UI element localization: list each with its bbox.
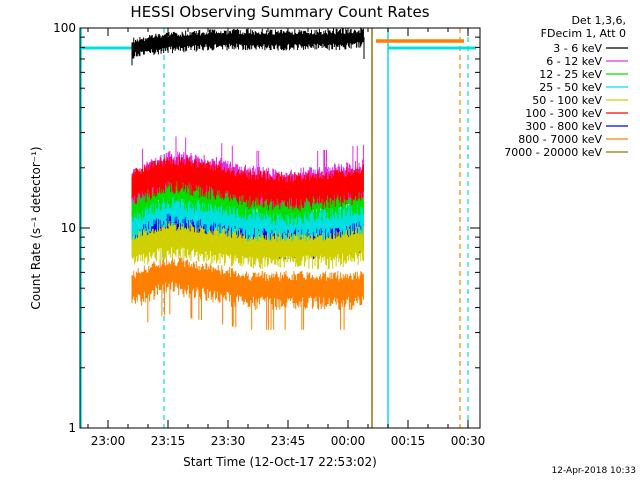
- legend-entry-label: 300 - 800 keV: [525, 120, 602, 133]
- series-band-trace: [131, 156, 364, 212]
- series-100-300kev-band: [131, 156, 364, 212]
- x-tick-label: 23:00: [91, 434, 126, 448]
- y-tick-label: 1: [68, 421, 76, 435]
- legend-entry-label: 7000 - 20000 keV: [504, 146, 602, 159]
- legend-entry-label: 6 - 12 keV: [546, 55, 602, 68]
- series-3-6kev-band: [131, 27, 364, 59]
- x-tick-label: 23:30: [211, 434, 246, 448]
- y-axis-label: Count Rate (s⁻¹ detector⁻¹): [29, 146, 43, 309]
- legend-entry-label: 50 - 100 keV: [532, 94, 602, 107]
- x-tick-label: 23:45: [271, 434, 306, 448]
- series-band-trace: [131, 256, 364, 330]
- series-band-trace: [131, 27, 364, 59]
- series-band-trace: [131, 220, 364, 270]
- legend-header-line-2: FDecim 1, Att 0: [541, 27, 626, 40]
- plot-overlays: [80, 28, 476, 428]
- legend-header-line-1: Det 1,3,6,: [571, 14, 626, 27]
- chart-title: HESSI Observing Summary Count Rates: [130, 3, 429, 21]
- y-tick-label: 100: [53, 21, 76, 35]
- footer-date: 12-Apr-2018 10:33: [552, 466, 636, 476]
- series-50-100kev-band: [131, 220, 364, 270]
- x-axis-label: Start Time (12-Oct-17 22:53:02): [183, 455, 377, 469]
- legend-entry-label: 3 - 6 keV: [553, 42, 602, 55]
- legend-entry-label: 12 - 25 keV: [539, 68, 602, 81]
- x-tick-label: 23:15: [151, 434, 186, 448]
- x-tick-label: 00:30: [451, 434, 486, 448]
- legend-entry-label: 25 - 50 keV: [539, 81, 602, 94]
- series-bands: [131, 27, 365, 330]
- x-tick-label: 00:15: [391, 434, 426, 448]
- legend-entry-label: 800 - 7000 keV: [518, 133, 602, 146]
- y-tick-label: 10: [61, 221, 76, 235]
- x-tick-label: 00:00: [331, 434, 366, 448]
- x-axis: 23:00 23:15 23:30 23:45 00:00 00:15 00:30: [87, 28, 486, 448]
- legend-entry-label: 100 - 300 keV: [525, 107, 602, 120]
- y-axis: 1 10 100: [53, 21, 480, 435]
- series-800-7000kev-band: [131, 256, 364, 330]
